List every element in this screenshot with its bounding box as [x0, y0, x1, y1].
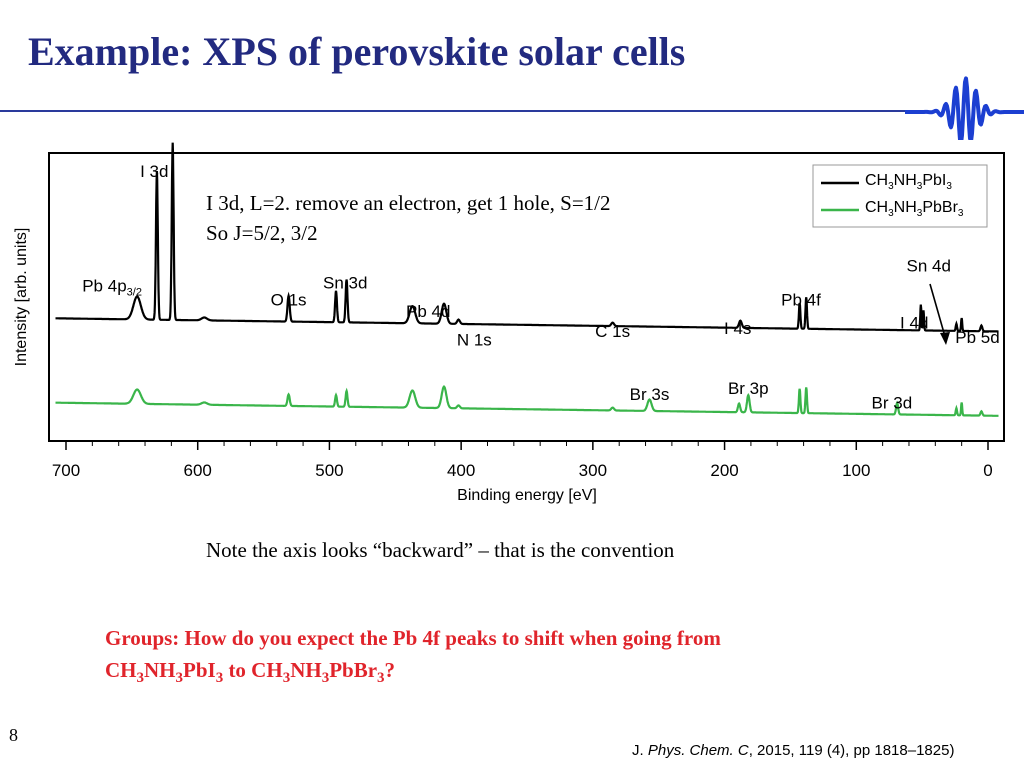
legend-label: CH3NH3PbBr3: [865, 199, 964, 219]
peak-label: C 1s: [595, 322, 630, 341]
wave-logo-icon: [905, 76, 1024, 140]
subscript: 3: [282, 670, 291, 687]
sn4d-arrow-line: [929, 283, 947, 341]
subscript: 3: [321, 670, 330, 687]
legend-text: NH: [894, 172, 917, 189]
formula-text: PbI: [183, 658, 216, 682]
x-tick-label: 500: [315, 461, 343, 480]
x-tick-label: 0: [983, 461, 992, 480]
slide-title: Example: XPS of perovskite solar cells: [28, 29, 686, 74]
x-tick-label: 100: [842, 461, 870, 480]
peak-label: Sn 3d: [323, 273, 367, 292]
peak-label: Br 3d: [872, 394, 913, 413]
legend-text: PbBr: [922, 199, 958, 216]
x-tick-label: 300: [579, 461, 607, 480]
citation-journal: Phys. Chem. C: [647, 742, 749, 759]
citation-prefix: J.: [632, 742, 648, 759]
question-line-1: Groups: How do you expect the Pb 4f peak…: [105, 626, 721, 650]
legend-subscript: 3: [958, 208, 964, 219]
annotation-text: I 3d, L=2. remove an electron, get 1 hol…: [206, 188, 611, 248]
legend-subscript: 3: [888, 208, 894, 219]
question-line-2: CH3NH3PbI3 to CH3NH3PbBr3?: [105, 654, 721, 694]
legend-subscript: 3: [917, 208, 923, 219]
formula-text: ?: [384, 658, 396, 682]
subscript: 3: [377, 670, 385, 687]
formula-text: to CH: [223, 658, 283, 682]
x-axis-label: Binding energy [eV]: [457, 487, 597, 504]
legend-text: PbI: [922, 172, 946, 189]
annotation-line-1: I 3d, L=2. remove an electron, get 1 hol…: [206, 191, 611, 215]
legend-subscript: 3: [888, 181, 894, 192]
legend-subscript: 3: [946, 181, 952, 192]
axis-note: Note the axis looks “backward” – that is…: [206, 538, 675, 562]
subscript: 3: [175, 670, 184, 687]
legend-label: CH3NH3PbI3: [865, 172, 952, 192]
subscript: 3: [136, 670, 145, 687]
formula-text: NH: [144, 658, 176, 682]
peak-label: Pb 4f: [781, 291, 821, 310]
formula-text: CH: [105, 658, 137, 682]
group-question: Groups: How do you expect the Pb 4f peak…: [105, 622, 721, 694]
x-tick-label: 700: [52, 461, 80, 480]
y-axis-label: Intensity [arb. units]: [13, 228, 30, 367]
x-tick-label: 400: [447, 461, 475, 480]
formula-text: NH: [290, 658, 322, 682]
peak-label: Br 3p: [728, 379, 769, 398]
formula-text: PbBr: [329, 658, 378, 682]
peak-label: N 1s: [457, 331, 492, 350]
peak-label: Br 3s: [630, 385, 670, 404]
legend-subscript: 3: [917, 181, 923, 192]
peak-label: Pb 4p3/2: [82, 276, 142, 298]
peak-label: I 4d: [900, 313, 928, 332]
series-line-pbbr3: [55, 385, 999, 417]
xps-spectrum-chart: 700 600 500 400 300 200 100 0 Binding energy [eV…: [13, 142, 1000, 504]
x-tick-label: 600: [184, 461, 212, 480]
page-number: 8: [9, 725, 18, 745]
legend-box: [812, 164, 988, 228]
peak-label: Pb 4d: [406, 302, 450, 321]
x-tick-label: 200: [710, 461, 738, 480]
annotation-line-2: So J=5/2, 3/2: [206, 221, 318, 245]
series-line-pbi3: [55, 142, 999, 333]
peak-label: Pb 5d: [955, 328, 999, 347]
peak-label: I 3d: [140, 162, 168, 181]
legend-text: CH: [865, 172, 888, 189]
citation-rest: , 2015, 119 (4), pp 1818–1825): [748, 742, 955, 759]
xps-chart-frame: [48, 152, 1005, 442]
sn4d-arrow-head: [940, 332, 950, 345]
peak-label: Sn 4d: [907, 256, 951, 275]
legend-text: CH: [865, 199, 888, 216]
peak-label: I 4s: [724, 319, 751, 338]
peak-label: O 1s: [271, 291, 307, 310]
peak-label-subscript: 3/2: [127, 286, 142, 298]
citation: J. Phys. Chem. C, 2015, 119 (4), pp 1818…: [632, 742, 954, 759]
title-underline: [0, 110, 925, 112]
legend-text: NH: [894, 199, 917, 216]
subscript: 3: [215, 670, 224, 687]
